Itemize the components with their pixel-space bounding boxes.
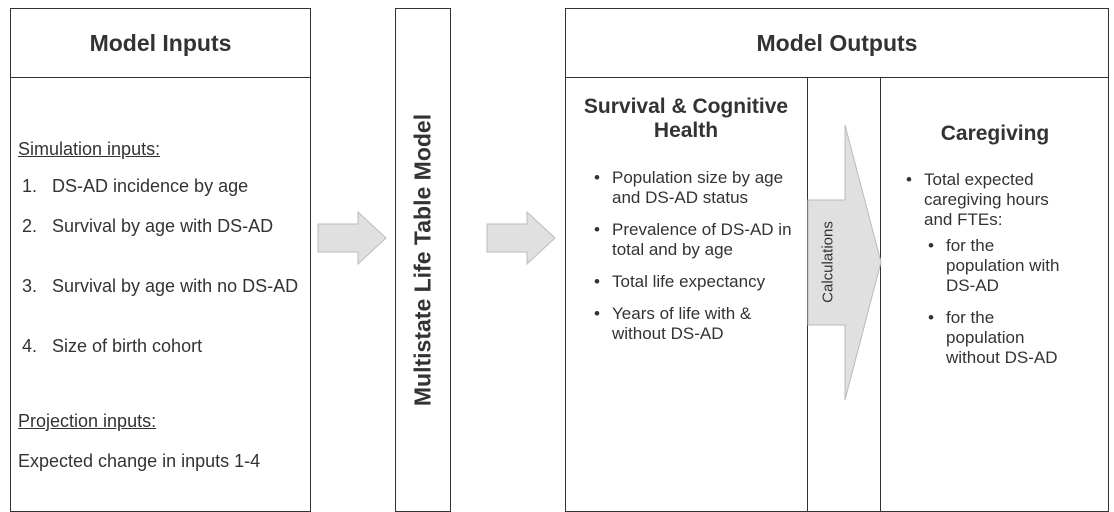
arrow bbox=[317, 210, 387, 266]
item-num: 2. bbox=[22, 216, 38, 236]
item-text: Survival by age with DS-AD bbox=[52, 216, 274, 236]
model-box bbox=[395, 8, 451, 512]
caregiving-bullets: Total expected caregiving hours and FTEs… bbox=[902, 170, 1072, 380]
item-text: Survival by age with no DS-AD bbox=[52, 276, 299, 296]
calc-label: Calculations bbox=[819, 221, 837, 303]
item-num: 3. bbox=[22, 276, 38, 296]
item-text: DS-AD incidence by age bbox=[52, 176, 249, 196]
arrow bbox=[486, 210, 556, 266]
projection-label: Projection inputs: bbox=[18, 411, 157, 431]
bullet: Total life expectancy bbox=[590, 272, 795, 292]
divider bbox=[10, 77, 311, 78]
input-item: 4. Size of birth cohort bbox=[22, 336, 300, 356]
simulation-label: Simulation inputs: bbox=[18, 139, 161, 159]
sub-bullet: for the population with DS-AD bbox=[924, 236, 1074, 296]
outputs-header: Model Outputs bbox=[756, 30, 918, 56]
bullet: Total expected caregiving hours and FTEs… bbox=[902, 170, 1064, 230]
item-num: 4. bbox=[22, 336, 38, 356]
caregiving-title: Caregiving bbox=[940, 122, 1050, 145]
survival-bullets: Population size by age and DS-AD status … bbox=[590, 168, 795, 356]
bullet: Prevalence of DS-AD in total and by age bbox=[590, 220, 795, 260]
input-item: 3. Survival by age with no DS-AD bbox=[22, 276, 300, 296]
sub-bullets: for the population with DS-AD for the po… bbox=[902, 236, 1072, 368]
item-text: Size of birth cohort bbox=[52, 336, 203, 356]
sub-bullet: for the population without DS-AD bbox=[924, 308, 1074, 368]
bullet: Years of life with & without DS-AD bbox=[590, 304, 795, 344]
divider bbox=[880, 77, 881, 512]
calc-arrow bbox=[807, 124, 882, 401]
item-num: 1. bbox=[22, 176, 38, 196]
divider bbox=[565, 77, 1109, 78]
survival-title: Survival & Cognitive Health bbox=[583, 95, 789, 142]
input-item: 2. Survival by age with DS-AD bbox=[22, 216, 300, 236]
inputs-header: Model Inputs bbox=[89, 30, 232, 56]
inputs-box bbox=[10, 8, 311, 512]
projection-text: Expected change in inputs 1-4 bbox=[18, 451, 261, 471]
bullet: Population size by age and DS-AD status bbox=[590, 168, 795, 208]
input-item: 1. DS-AD incidence by age bbox=[22, 176, 300, 196]
